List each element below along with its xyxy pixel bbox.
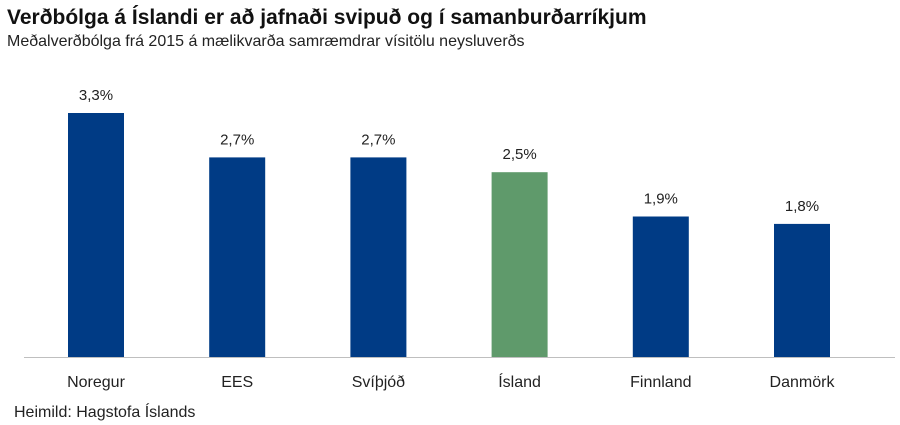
bar-1 <box>68 113 124 357</box>
value-label: 1,8% <box>785 198 819 215</box>
value-label: 2,7% <box>220 131 254 148</box>
bar-2 <box>209 157 266 357</box>
category-label: Finnland <box>630 374 691 391</box>
value-labels-group: 3,3% 2,7% 2,7% 2,5% 1,9% 1,8% <box>79 87 819 215</box>
value-label: 2,5% <box>502 146 536 163</box>
category-label: Ísland <box>498 372 541 391</box>
category-label: Svíþjóð <box>352 374 405 391</box>
category-label: Noregur <box>67 374 125 391</box>
category-label: Danmörk <box>770 374 836 391</box>
category-label: EES <box>221 374 253 391</box>
source-note: Heimild: Hagstofa Íslands <box>14 404 196 421</box>
category-labels-group: Noregur EES Svíþjóð Ísland Finnland Danmörk <box>67 372 835 391</box>
value-label: 3,3% <box>79 87 113 104</box>
bars-group <box>68 113 830 357</box>
bar-6 <box>774 223 830 357</box>
chart-subtitle: Meðalverðbólga frá 2015 á mælikvarða sam… <box>7 33 525 50</box>
bar-4 <box>491 172 548 357</box>
value-label: 2,7% <box>361 131 395 148</box>
bar-5 <box>632 216 689 357</box>
value-label: 1,9% <box>644 191 678 208</box>
bar-3 <box>350 157 407 357</box>
chart-title: Verðbólga á Íslandi er að jafnaði svipuð… <box>7 6 647 29</box>
